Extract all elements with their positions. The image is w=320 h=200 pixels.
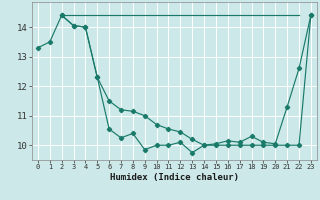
X-axis label: Humidex (Indice chaleur): Humidex (Indice chaleur) xyxy=(110,173,239,182)
